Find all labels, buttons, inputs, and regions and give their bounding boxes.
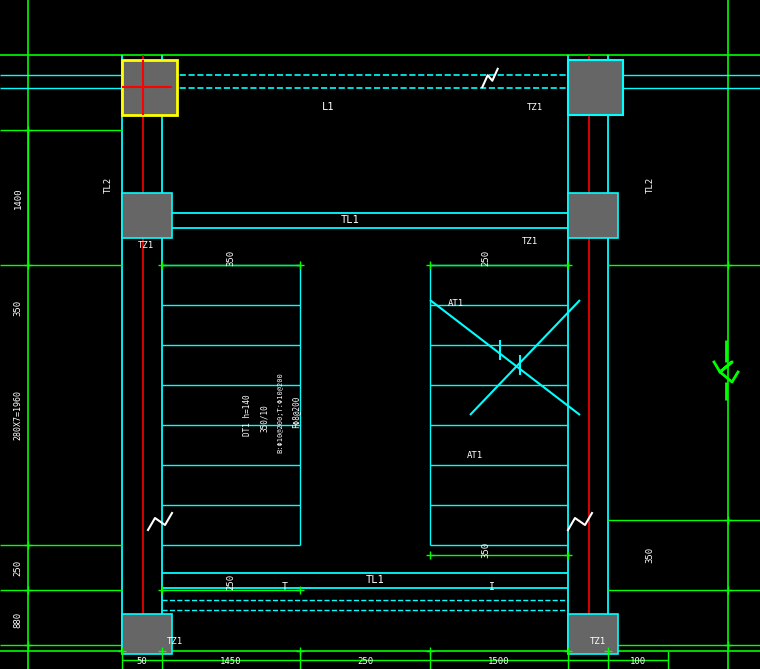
Text: 1400: 1400	[14, 187, 23, 209]
Text: TL1: TL1	[340, 215, 359, 225]
Bar	[568, 193, 618, 238]
Text: 350: 350	[645, 547, 654, 563]
Text: DT1 h=140: DT1 h=140	[243, 394, 252, 436]
Text: 250: 250	[482, 250, 490, 266]
Text: TL2: TL2	[103, 177, 112, 193]
Bar	[568, 614, 618, 654]
Bar	[122, 614, 172, 654]
Bar	[122, 193, 172, 238]
Text: 880: 880	[14, 612, 23, 628]
Bar	[568, 60, 623, 115]
Text: 1500: 1500	[488, 656, 510, 666]
Bar	[122, 60, 177, 115]
Text: 250: 250	[14, 560, 23, 576]
Text: 50: 50	[137, 656, 147, 666]
Text: 280X7=1960: 280X7=1960	[14, 390, 23, 440]
Text: 350: 350	[482, 542, 490, 558]
Text: FΦ8@200: FΦ8@200	[292, 396, 300, 428]
Text: AT1: AT1	[448, 300, 464, 308]
Text: T: T	[282, 582, 288, 592]
Text: 250: 250	[357, 656, 373, 666]
Text: 1450: 1450	[220, 656, 242, 666]
Text: 350/10: 350/10	[259, 404, 268, 432]
Text: TL1: TL1	[366, 575, 385, 585]
Text: B:Φ10@200;T:Φ10@200: B:Φ10@200;T:Φ10@200	[277, 373, 283, 454]
Text: TZ1: TZ1	[590, 638, 606, 646]
Text: 350: 350	[226, 250, 236, 266]
Text: 100: 100	[630, 656, 646, 666]
Text: TZ1: TZ1	[527, 102, 543, 112]
Text: 350: 350	[14, 300, 23, 316]
Text: L1: L1	[321, 102, 334, 112]
Text: TZ1: TZ1	[167, 638, 183, 646]
Text: TZ1: TZ1	[138, 240, 154, 250]
Text: 250: 250	[226, 574, 236, 590]
Text: I: I	[489, 582, 495, 592]
Text: TL2: TL2	[645, 177, 654, 193]
Text: TZ1: TZ1	[522, 237, 538, 246]
Text: AT1: AT1	[467, 450, 483, 460]
